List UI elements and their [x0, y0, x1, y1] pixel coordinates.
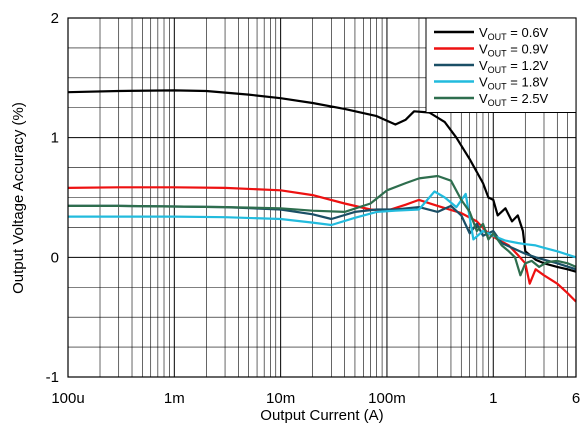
legend-entry: VOUT = 1.8V [479, 75, 549, 92]
series-lines [67, 89, 577, 303]
legend-entry: VOUT = 0.9V [479, 42, 549, 59]
series-line-1 [67, 89, 577, 273]
x-tick-label: 100u [51, 390, 84, 407]
x-axis-label: Output Current (A) [260, 407, 383, 424]
x-tick-label: 1m [164, 390, 185, 407]
y-tick-label: 0 [51, 249, 59, 266]
series-line-4 [68, 190, 577, 259]
legend-entry: VOUT = 0.6V [479, 25, 549, 42]
plot-frame [67, 17, 577, 378]
series-line-2 [67, 186, 577, 303]
x-tick-label: 10m [266, 390, 295, 407]
y-axis-label: Output Voltage Accuracy (%) [10, 102, 27, 294]
x-tick-label: 6 [572, 390, 580, 407]
y-tick-label: -1 [46, 369, 59, 386]
series-line-3 [68, 204, 577, 271]
y-tick-label: 1 [51, 130, 59, 147]
legend-entry: VOUT = 2.5V [479, 91, 549, 108]
series-line-5 [68, 174, 577, 277]
x-tick-label: 100m [368, 390, 406, 407]
y-tick-label: 2 [51, 10, 59, 27]
y-axis-ticks: -1 0 1 2 [46, 10, 59, 386]
x-tick-label: 1 [489, 390, 497, 407]
x-axis-ticks: 100u 1m 10m 100m 1 6 [51, 390, 580, 407]
legend-entry: VOUT = 1.2V [479, 58, 549, 75]
